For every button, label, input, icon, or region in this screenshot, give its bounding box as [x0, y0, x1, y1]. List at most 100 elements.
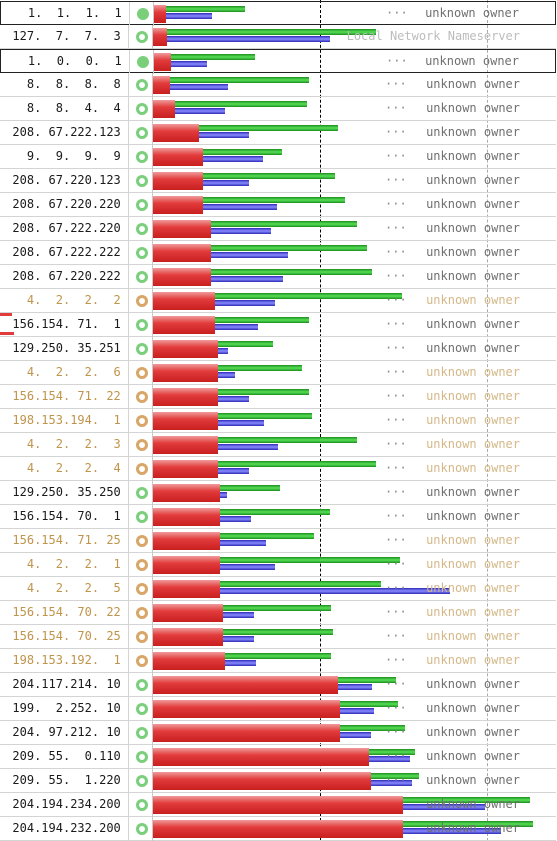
uncached-response-bar	[203, 197, 345, 203]
resolver-row[interactable]: 127. 7. 7. 3 Local Network Nameserver	[0, 25, 556, 49]
resolver-row[interactable]: 204.194.234.200 unknown owner	[0, 793, 556, 817]
uncached-response-bar	[403, 821, 533, 827]
cached-response-bar	[153, 388, 218, 406]
resolver-row[interactable]: 4. 2. 2. 3 ··· unknown owner	[0, 433, 556, 457]
resolver-owner: unknown owner	[426, 821, 520, 835]
resolver-row[interactable]: 208. 67.220.222 ··· unknown owner	[0, 265, 556, 289]
resolver-ip: 204. 97.212. 10	[0, 721, 129, 744]
resolver-ip: 129.250. 35.250	[0, 481, 129, 504]
leader-dots: ···	[385, 389, 407, 403]
cached-response-bar	[153, 292, 215, 310]
column-separator	[152, 289, 153, 313]
resolver-row[interactable]: 156.154. 70. 22 ··· unknown owner	[0, 601, 556, 625]
leader-dots: ···	[385, 197, 407, 211]
resolver-row[interactable]: 1. 0. 0. 1 ··· unknown owner	[0, 49, 556, 74]
resolver-row[interactable]: 204.117.214. 10 ··· unknown owner	[0, 673, 556, 697]
status-circle-icon	[136, 79, 148, 91]
resolver-owner: unknown owner	[426, 677, 520, 691]
resolver-row[interactable]: 199. 2.252. 10 ··· unknown owner	[0, 697, 556, 721]
resolver-owner: unknown owner	[426, 413, 520, 427]
resolver-row[interactable]: 156.154. 71. 1 ··· unknown owner	[0, 313, 556, 337]
cached-response-bar	[153, 148, 203, 166]
resolver-row[interactable]: 4. 2. 2. 4 ··· unknown owner	[0, 457, 556, 481]
resolver-row[interactable]: 208. 67.220.220 ··· unknown owner	[0, 193, 556, 217]
dotcom-response-bar	[340, 732, 371, 738]
resolver-row[interactable]: 204. 97.212. 10 ··· unknown owner	[0, 721, 556, 745]
resolver-row[interactable]: 129.250. 35.250 ··· unknown owner	[0, 481, 556, 505]
resolver-row[interactable]: 4. 2. 2. 5 ··· unknown owner	[0, 577, 556, 601]
resolver-row[interactable]: 8. 8. 8. 8 ··· unknown owner	[0, 73, 556, 97]
resolver-row[interactable]: 156.154. 70. 25 ··· unknown owner	[0, 625, 556, 649]
resolver-row[interactable]: 9. 9. 9. 9 ··· unknown owner	[0, 145, 556, 169]
resolver-ip: 199. 2.252. 10	[0, 697, 129, 720]
status-circle-icon	[136, 463, 148, 475]
column-separator	[152, 433, 153, 457]
cached-response-bar	[153, 412, 218, 430]
resolver-row[interactable]: 1. 1. 1. 1 ··· unknown owner	[0, 1, 556, 26]
resolver-owner: unknown owner	[426, 629, 520, 643]
resolver-row[interactable]: 156.154. 70. 1 ··· unknown owner	[0, 505, 556, 529]
resolver-owner: unknown owner	[426, 557, 520, 571]
status-circle-icon	[136, 559, 148, 571]
resolver-ip: 156.154. 70. 25	[0, 625, 129, 648]
leader-dots: ···	[386, 6, 408, 20]
resolver-owner: unknown owner	[426, 221, 520, 235]
uncached-response-bar	[199, 125, 338, 131]
status-circle-icon	[136, 223, 148, 235]
resolver-row[interactable]: 156.154. 71. 22 ··· unknown owner	[0, 385, 556, 409]
scale-gridline-primary	[320, 0, 321, 841]
resolver-row[interactable]: 208. 67.222.222 ··· unknown owner	[0, 241, 556, 265]
resolver-row[interactable]: 4. 2. 2. 2 ··· unknown owner	[0, 289, 556, 313]
resolver-ip: 209. 55. 0.110	[0, 745, 129, 768]
resolver-row[interactable]: 198.153.192. 1 ··· unknown owner	[0, 649, 556, 673]
dotcom-response-bar	[211, 228, 271, 234]
resolver-row[interactable]: 129.250. 35.251 ··· unknown owner	[0, 337, 556, 361]
status-circle-icon	[136, 415, 148, 427]
dotcom-response-bar	[218, 420, 264, 426]
resolver-row[interactable]: 209. 55. 1.220 ··· unknown owner	[0, 769, 556, 793]
resolver-row[interactable]: 4. 2. 2. 6 ··· unknown owner	[0, 361, 556, 385]
resolver-row[interactable]: 4. 2. 2. 1 ··· unknown owner	[0, 553, 556, 577]
dotcom-response-bar	[338, 684, 372, 690]
resolver-row[interactable]: 198.153.194. 1 ··· unknown owner	[0, 409, 556, 433]
resolver-owner: Local Network Nameserver	[346, 29, 520, 43]
resolver-row[interactable]: 8. 8. 4. 4 ··· unknown owner	[0, 97, 556, 121]
uncached-response-bar	[220, 485, 280, 491]
cached-response-bar	[153, 748, 369, 766]
resolver-ip: 4. 2. 2. 1	[0, 553, 129, 576]
resolver-row[interactable]: 208. 67.222.123 ··· unknown owner	[0, 121, 556, 145]
column-separator	[152, 625, 153, 649]
leader-dots: ···	[385, 773, 407, 787]
resolver-row[interactable]: 208. 67.222.220 ··· unknown owner	[0, 217, 556, 241]
column-separator	[152, 721, 153, 745]
resolver-owner: unknown owner	[426, 461, 520, 475]
uncached-response-bar	[167, 29, 376, 35]
resolver-ip: 129.250. 35.251	[0, 337, 129, 360]
resolver-ip: 208. 67.222.220	[0, 217, 129, 240]
status-circle-icon	[136, 271, 148, 283]
uncached-response-bar	[218, 341, 273, 347]
leader-dots: ···	[385, 317, 407, 331]
resolver-row[interactable]: 204.194.232.200 unknown owner	[0, 817, 556, 841]
cached-response-bar	[153, 220, 211, 238]
cached-response-bar	[153, 28, 167, 46]
status-circle-icon	[136, 127, 148, 139]
column-separator	[152, 793, 153, 817]
leader-dots: ···	[385, 221, 407, 235]
column-separator	[152, 649, 153, 673]
leader-dots: ···	[385, 245, 407, 259]
column-separator	[152, 169, 153, 193]
resolver-row[interactable]: 209. 55. 0.110 ··· unknown owner	[0, 745, 556, 769]
uncached-response-bar	[403, 797, 530, 803]
uncached-response-bar	[170, 77, 309, 83]
resolver-owner: unknown owner	[426, 125, 520, 139]
resolver-row[interactable]: 208. 67.220.123 ··· unknown owner	[0, 169, 556, 193]
column-separator	[152, 529, 153, 553]
uncached-response-bar	[218, 389, 309, 395]
column-separator	[152, 241, 153, 265]
uncached-response-bar	[340, 701, 398, 707]
status-circle-icon	[136, 31, 148, 43]
leader-dots: ···	[385, 581, 407, 595]
status-circle-icon	[136, 367, 148, 379]
resolver-row[interactable]: 156.154. 71. 25 ··· unknown owner	[0, 529, 556, 553]
